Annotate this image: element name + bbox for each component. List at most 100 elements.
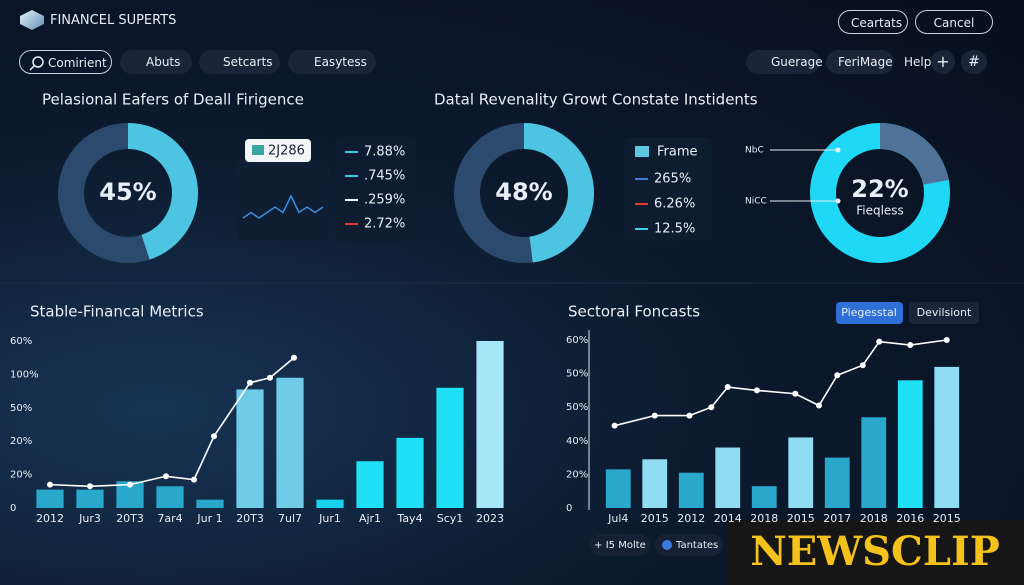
panel-title: Pelasional Eafers of Deall Firigence <box>42 91 304 109</box>
bar <box>897 380 923 508</box>
y-tick-label: 20% <box>566 469 588 480</box>
y-tick-label: 50% <box>566 402 588 413</box>
callout-dot <box>835 198 841 204</box>
donut-segment <box>880 123 949 185</box>
chart-title: Stable-Financal Metrics <box>30 303 204 321</box>
toolbar-button[interactable]: Abuts <box>120 50 192 74</box>
legend-chip[interactable] <box>590 534 650 556</box>
callout-label: NiCC <box>745 197 767 207</box>
bar <box>276 377 304 508</box>
header-button[interactable]: Cancel <box>915 10 993 34</box>
line-point <box>686 412 693 419</box>
x-tick-label: 20T3 <box>116 512 144 525</box>
toolbar-button[interactable]: Help <box>892 50 936 74</box>
bar <box>678 472 704 508</box>
x-tick-label: 2012 <box>36 512 64 525</box>
line-point <box>907 342 914 349</box>
label: FeriMage <box>838 55 893 69</box>
callout-dot <box>835 147 841 153</box>
y-tick-label: 20% <box>10 470 32 481</box>
line-point <box>47 481 53 488</box>
bar <box>715 447 741 508</box>
bar <box>751 486 777 508</box>
spark-box <box>237 160 329 240</box>
y-tick-label: 0 <box>10 503 16 514</box>
y-tick-label: 100% <box>10 369 39 380</box>
line-point <box>724 384 731 391</box>
card <box>245 139 311 162</box>
label: Easytess <box>314 55 367 69</box>
legend-label: .745% <box>364 169 405 184</box>
header-button[interactable]: Ceartats <box>838 10 908 34</box>
bar <box>605 469 631 508</box>
bar <box>196 499 224 508</box>
card-label: 2J286 <box>268 144 305 159</box>
logo: FINANCEL SUPERTS <box>50 13 177 28</box>
toolbar-button[interactable]: Guerage <box>746 50 823 74</box>
legend-label: Tantates <box>675 540 718 551</box>
toggle-button[interactable] <box>909 302 979 324</box>
bar <box>236 389 264 508</box>
y-tick-label: 20% <box>10 436 32 447</box>
x-tick-label: 2018 <box>860 512 888 525</box>
x-tick-label: 20T3 <box>236 512 264 525</box>
bar <box>824 457 850 508</box>
line-point <box>291 354 297 361</box>
legend-label: 265% <box>654 172 691 187</box>
line-point <box>267 374 273 381</box>
toolbar-button[interactable]: FeriMage <box>826 50 894 74</box>
y-tick-label: 60% <box>10 336 32 347</box>
donut-label: 48% <box>495 178 552 206</box>
x-tick-label: 2015 <box>641 512 669 525</box>
donut-segment <box>524 123 594 263</box>
grid-button[interactable]: # <box>961 50 987 74</box>
toggle-label: Piegesstal <box>841 306 897 319</box>
legend-title: Frame <box>657 145 698 160</box>
label: Setcarts <box>223 55 273 69</box>
callout-label: NbC <box>745 146 764 156</box>
line-point <box>211 433 217 440</box>
x-tick-label: 2018 <box>750 512 778 525</box>
line <box>614 339 947 427</box>
bar <box>642 459 668 508</box>
line-point <box>163 473 169 480</box>
x-tick-label: 2014 <box>714 512 742 525</box>
x-tick-label: Jur3 <box>78 512 101 525</box>
watermark: NEWSCLIP <box>750 528 1000 575</box>
bar <box>36 489 64 508</box>
line-point <box>651 412 658 419</box>
chart-title: Sectoral Foncasts <box>568 303 700 321</box>
logo-icon <box>20 10 44 30</box>
toolbar-button[interactable]: Setcarts <box>199 50 280 74</box>
search-icon <box>29 65 35 71</box>
x-tick-label: 2017 <box>823 512 851 525</box>
x-tick-label: 2015 <box>933 512 961 525</box>
bar <box>156 486 184 508</box>
line-point <box>753 387 760 394</box>
line-point <box>876 338 883 345</box>
x-tick-label: Scy1 <box>437 512 464 525</box>
donut-sublabel: Fieqless <box>856 204 904 218</box>
line-point <box>943 337 950 343</box>
line-point <box>792 390 799 397</box>
toolbar-button[interactable]: Easytess <box>288 50 376 74</box>
bar <box>356 461 384 508</box>
search-icon <box>32 56 44 68</box>
bar <box>76 489 104 508</box>
label: Guerage <box>771 55 823 69</box>
legend-chip[interactable] <box>655 534 723 556</box>
y-tick-label: 60% <box>566 335 588 346</box>
add-button[interactable]: + <box>931 50 955 74</box>
x-tick-label: Ajr1 <box>359 512 381 525</box>
line-point <box>834 372 841 379</box>
toolbar-button[interactable]: Comirient <box>19 50 112 74</box>
label: Help <box>904 55 932 69</box>
bar <box>396 437 424 508</box>
y-tick-label: 40% <box>566 436 588 447</box>
legend-label: + I5 Molte <box>594 540 646 551</box>
bar <box>788 437 814 508</box>
donut-label: 22% <box>851 175 908 203</box>
toggle-button[interactable] <box>836 302 903 324</box>
y-tick-label: 0 <box>566 503 572 514</box>
